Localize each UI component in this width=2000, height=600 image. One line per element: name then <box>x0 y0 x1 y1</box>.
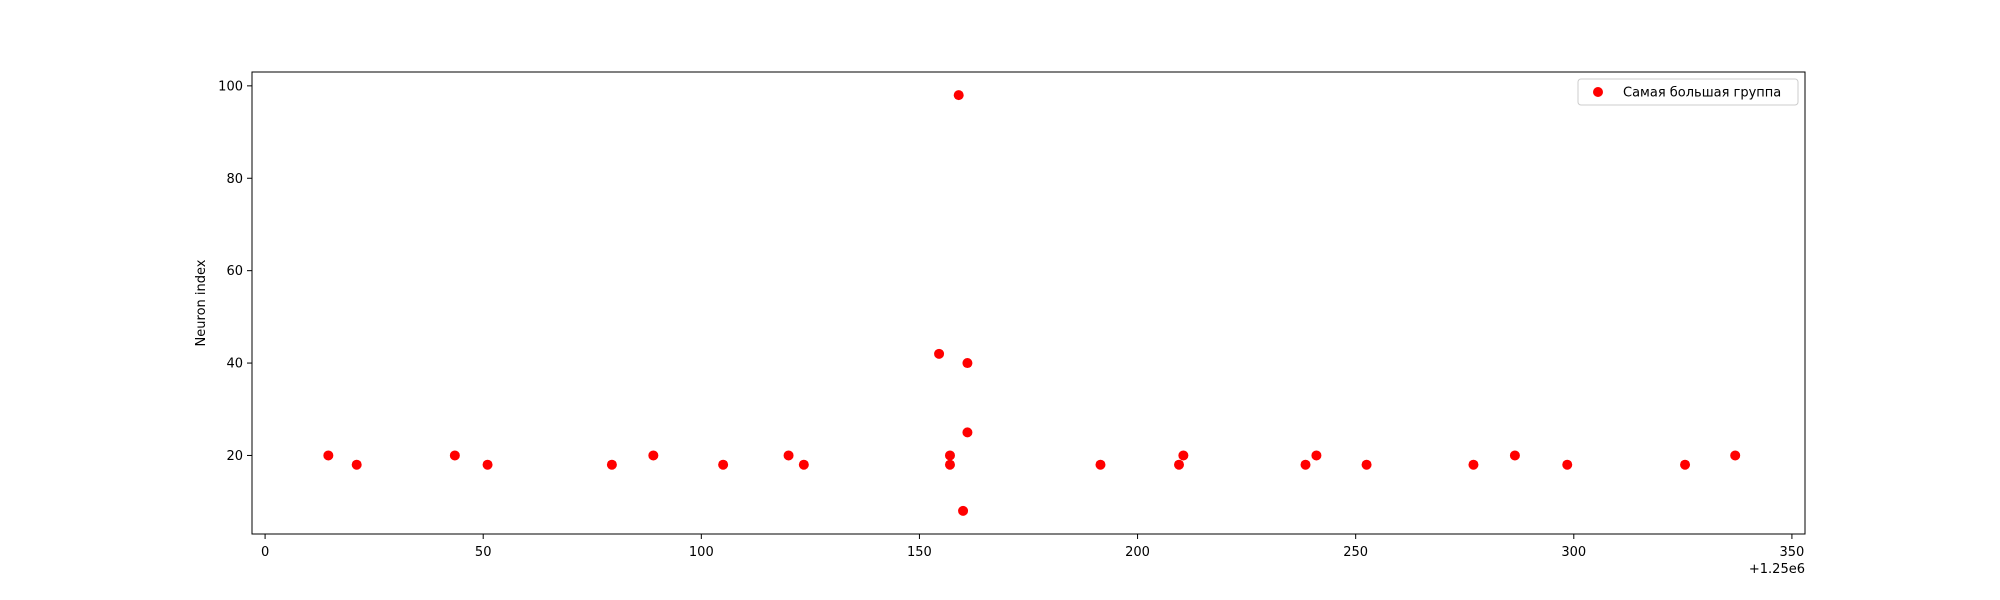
x-tick-label: 350 <box>1779 545 1804 560</box>
data-point <box>962 427 973 438</box>
data-point <box>1311 450 1322 461</box>
data-point <box>944 459 955 470</box>
data-point <box>1178 450 1189 461</box>
data-point <box>606 459 617 470</box>
y-tick-label: 80 <box>226 172 243 187</box>
data-point <box>1095 459 1106 470</box>
data-point <box>482 459 493 470</box>
x-tick-label: 300 <box>1561 545 1586 560</box>
data-point <box>1300 459 1311 470</box>
axes-frame <box>251 71 1806 535</box>
x-tick-label: 0 <box>261 545 269 560</box>
data-point <box>1361 459 1372 470</box>
data-point <box>648 450 659 461</box>
data-point <box>718 459 729 470</box>
data-point <box>783 450 794 461</box>
data-point <box>1680 459 1691 470</box>
legend: Самая большая группа <box>1577 78 1799 106</box>
data-point <box>953 90 964 101</box>
data-point <box>934 348 945 359</box>
data-point <box>1509 450 1520 461</box>
data-point <box>323 450 334 461</box>
x-tick-label: 100 <box>689 545 714 560</box>
data-point <box>798 459 809 470</box>
x-tick-label: 200 <box>1125 545 1150 560</box>
data-point <box>1174 459 1185 470</box>
data-point <box>1562 459 1573 470</box>
x-axis-offset-label: +1.25e6 <box>1749 562 1805 577</box>
legend-box <box>1577 78 1799 106</box>
x-tick-label: 50 <box>475 545 492 560</box>
y-tick-label: 40 <box>226 357 243 372</box>
legend-label: Самая большая группа <box>1623 86 1781 101</box>
y-axis-label: Neuron index <box>194 259 209 346</box>
data-point <box>962 358 973 369</box>
y-tick-label: 20 <box>226 449 243 464</box>
data-point <box>1468 459 1479 470</box>
data-point <box>958 505 969 516</box>
data-point <box>944 450 955 461</box>
data-point <box>449 450 460 461</box>
y-tick-label: 100 <box>218 79 243 94</box>
legend-marker <box>1593 87 1603 97</box>
y-tick-label: 60 <box>226 264 243 279</box>
data-point <box>1730 450 1741 461</box>
x-tick-label: 250 <box>1343 545 1368 560</box>
x-tick-label: 150 <box>907 545 932 560</box>
data-point <box>351 459 362 470</box>
